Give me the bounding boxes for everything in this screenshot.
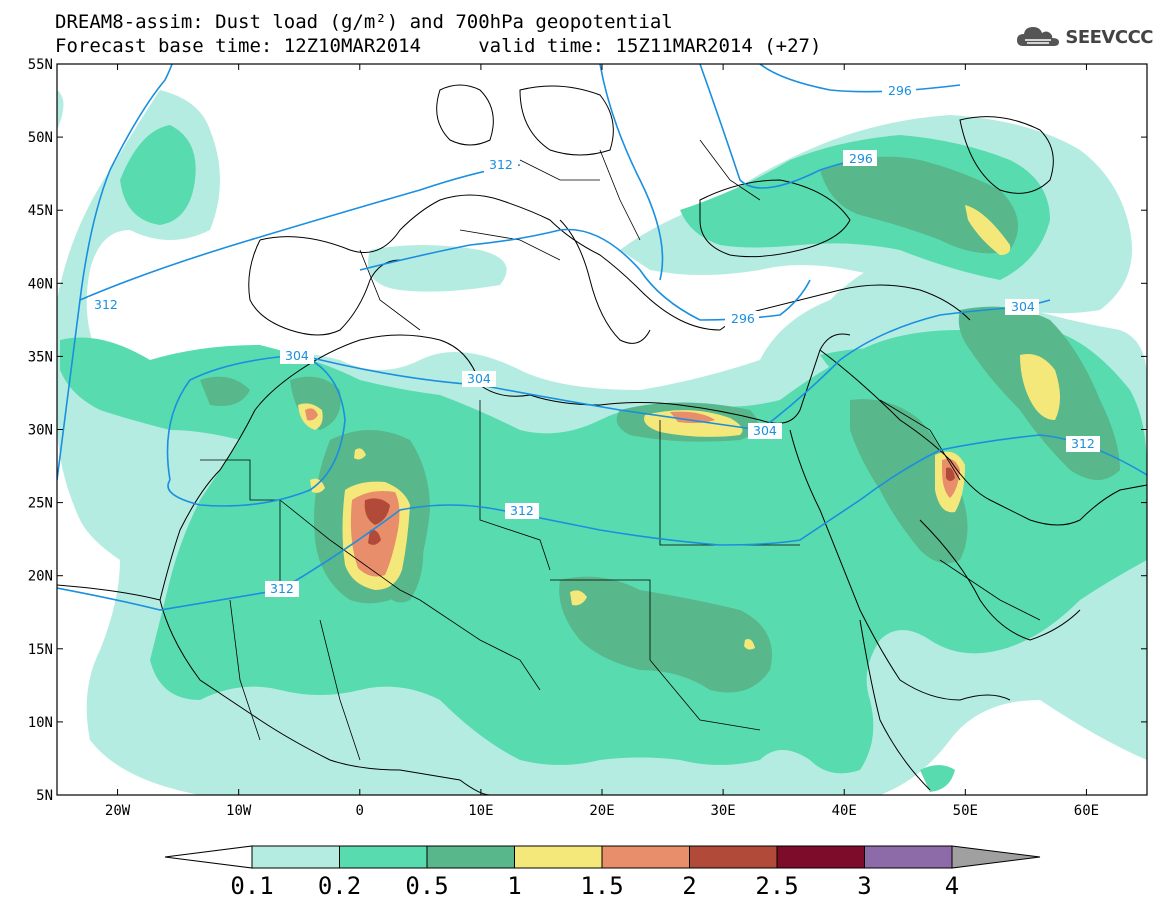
svg-text:312: 312 bbox=[270, 581, 294, 596]
lat-tick-label: 5N bbox=[36, 788, 53, 804]
lon-tick-label: 0 bbox=[356, 803, 364, 819]
colorbar-swatch bbox=[864, 845, 953, 869]
lon-tick-label: 40E bbox=[832, 803, 857, 819]
colorbar-swatch bbox=[339, 845, 428, 869]
isoline-label-312-c: 312 bbox=[265, 581, 299, 597]
colorbar-high-arrow bbox=[951, 845, 1041, 869]
lat-tick-label: 20N bbox=[28, 569, 53, 585]
isoline-labels: 296 296 296 304 304 304 304 312 312 312 … bbox=[88, 82, 1100, 597]
colorbar-swatch bbox=[689, 845, 778, 869]
cloud-icon bbox=[1017, 27, 1060, 46]
lon-tick-label: 10W bbox=[226, 803, 252, 819]
lon-tick-label: 20E bbox=[589, 803, 614, 819]
longitude-ticks: 20W 10W 0 10E 20E 30E 40E 50E 60E bbox=[105, 64, 1099, 819]
colorbar-swatch bbox=[601, 845, 690, 869]
isoline-304-europe bbox=[359, 228, 701, 321]
isoline-312-europe bbox=[79, 164, 521, 301]
dust-level-2 bbox=[364, 467, 955, 545]
colorbar-swatch bbox=[426, 845, 515, 869]
lat-tick-label: 25N bbox=[28, 496, 53, 512]
svg-text:312: 312 bbox=[94, 297, 118, 312]
isoline-296-caspian bbox=[699, 64, 871, 189]
isoline-label-304-c: 304 bbox=[748, 423, 782, 439]
colorbar-swatch bbox=[514, 845, 603, 869]
lon-tick-label: 20W bbox=[105, 803, 131, 819]
lon-tick-label: 50E bbox=[953, 803, 978, 819]
isoline-label-304-d: 304 bbox=[1005, 299, 1039, 315]
svg-text:296: 296 bbox=[731, 311, 755, 326]
colorbar-swatch bbox=[251, 845, 340, 869]
isoline-304-africa bbox=[166, 354, 346, 507]
forecast-time: Forecast base time: 12Z10MAR2014 valid t… bbox=[55, 35, 822, 57]
lon-tick-label: 10E bbox=[468, 803, 493, 819]
colorbar-level-label: 3 bbox=[857, 872, 871, 900]
seevccc-logo: SEEVCCC bbox=[1015, 24, 1153, 50]
isoline-label-304-b: 304 bbox=[462, 371, 496, 387]
isoline-label-312-e: 312 bbox=[1066, 436, 1100, 452]
isoline-312-sahara bbox=[57, 434, 1147, 611]
isoline-296-east bbox=[699, 279, 811, 321]
isoline-296-north bbox=[599, 64, 664, 281]
svg-text:312: 312 bbox=[489, 157, 513, 172]
colorbar-level-label: 0.5 bbox=[405, 872, 448, 900]
colorbar-level-label: 1.5 bbox=[580, 872, 623, 900]
svg-text:304: 304 bbox=[753, 423, 777, 438]
latitude-ticks: 55N 50N 45N 40N 35N 30N 25N 20N 15N 10N 5N bbox=[28, 57, 1147, 804]
isoline-label-312-d: 312 bbox=[505, 503, 539, 519]
svg-text:296: 296 bbox=[888, 83, 912, 98]
svg-text:312: 312 bbox=[510, 503, 534, 518]
coastlines bbox=[57, 84, 1147, 795]
lat-tick-label: 15N bbox=[28, 642, 53, 658]
map-title: DREAM8-assim: Dust load (g/m²) and 700hP… bbox=[55, 11, 673, 33]
lat-tick-label: 40N bbox=[28, 276, 53, 292]
lon-tick-label: 30E bbox=[710, 803, 735, 819]
geopotential-isolines bbox=[57, 64, 1147, 611]
lat-tick-label: 45N bbox=[28, 203, 53, 219]
colorbar-low-arrow bbox=[164, 845, 253, 869]
colorbar-level-label: 0.2 bbox=[318, 872, 361, 900]
isoline-label-296-b: 296 bbox=[843, 150, 877, 166]
dust-field bbox=[57, 90, 1147, 795]
lon-tick-label: 60E bbox=[1074, 803, 1099, 819]
lat-tick-label: 35N bbox=[28, 349, 53, 365]
lat-tick-label: 10N bbox=[28, 715, 53, 731]
svg-text:296: 296 bbox=[849, 151, 873, 166]
svg-text:304: 304 bbox=[467, 371, 491, 386]
logo-text: SEEVCCC bbox=[1065, 26, 1153, 48]
lat-tick-label: 55N bbox=[28, 57, 53, 73]
isoline-label-296-c: 296 bbox=[725, 311, 759, 327]
country-borders bbox=[200, 139, 1041, 761]
lat-tick-label: 30N bbox=[28, 423, 53, 439]
isoline-label-296-a: 296 bbox=[882, 82, 916, 98]
isoline-label-304-a: 304 bbox=[280, 348, 314, 364]
colorbar-level-label: 2.5 bbox=[755, 872, 798, 900]
isoline-312-north bbox=[57, 64, 173, 481]
svg-text:312: 312 bbox=[1071, 436, 1095, 451]
colorbar-level-label: 2 bbox=[682, 872, 696, 900]
colorbar-level-label: 1 bbox=[507, 872, 521, 900]
colorbar-level-label: 0.1 bbox=[230, 872, 273, 900]
isoline-label-312-a: 312 bbox=[484, 157, 518, 173]
colorbar-swatch bbox=[776, 845, 865, 869]
isoline-label-312-b: 312 bbox=[88, 297, 122, 313]
svg-text:304: 304 bbox=[285, 348, 309, 363]
svg-text:304: 304 bbox=[1011, 299, 1035, 314]
colorbar: 0.1 0.2 0.5 1 1.5 2 2.5 3 4 bbox=[164, 845, 1041, 900]
isoline-304-med bbox=[299, 354, 761, 431]
isoline-296-russia bbox=[759, 64, 961, 93]
lat-tick-label: 50N bbox=[28, 130, 53, 146]
colorbar-level-label: 4 bbox=[945, 872, 959, 900]
